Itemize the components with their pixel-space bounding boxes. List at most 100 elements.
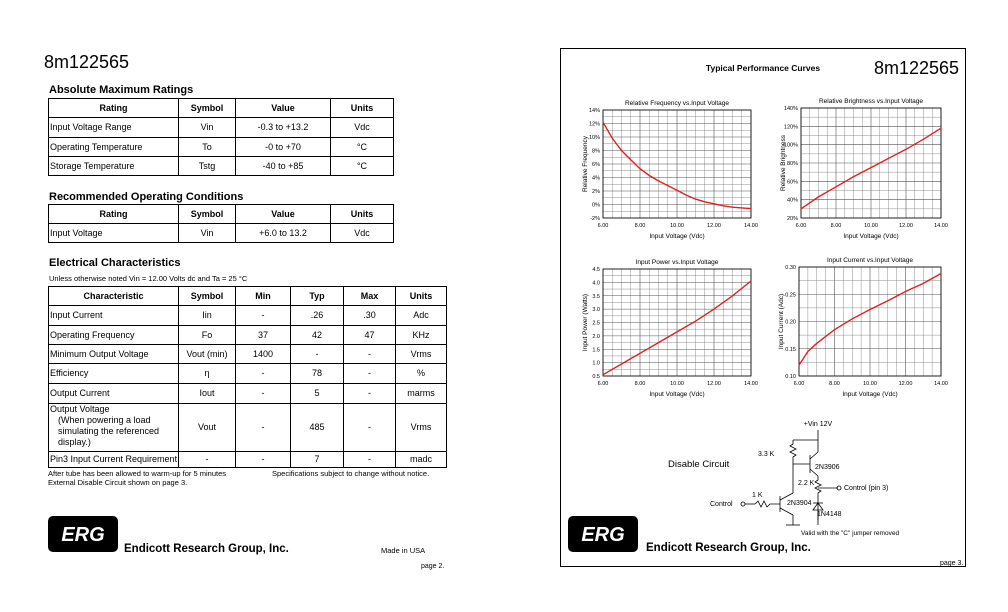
header-cell: Rating <box>49 99 179 118</box>
x-tick-label: 12.00 <box>707 381 721 387</box>
cell: - <box>344 345 396 364</box>
x-tick-label: 10.00 <box>670 381 684 387</box>
cell-line: Output Voltage <box>50 404 110 414</box>
cell: 47 <box>344 326 396 345</box>
x-tick-label: 6.00 <box>794 381 805 387</box>
x-axis-label: Input Voltage (Vdc) <box>649 391 704 398</box>
circuit-note: Valid with the "C" jumper removed <box>801 530 899 537</box>
circuit-label: Control (pin 3) <box>844 485 888 492</box>
note: Unless otherwise noted Vin = 12.00 Volts… <box>49 274 248 283</box>
y-tick-label: 0% <box>592 203 600 209</box>
cell: Pin3 Input Current Requirement <box>49 452 179 468</box>
page-number: page 2. <box>421 563 444 570</box>
logo: ERG <box>581 524 624 546</box>
x-axis-label: Input Voltage (Vdc) <box>649 233 704 240</box>
cell: Fo <box>179 326 236 345</box>
cell: - <box>236 404 291 452</box>
x-tick-label: 8.00 <box>635 381 646 387</box>
chart-title: Relative Brightness vs.Input Voltage <box>819 98 923 105</box>
cell: - <box>236 306 291 326</box>
header-cell: Typ <box>291 287 344 306</box>
circuit-label: 2.2 K <box>798 480 815 487</box>
chart-title: Relative Frequency vs.Input Voltage <box>625 100 729 107</box>
cell: - <box>236 364 291 384</box>
cell: +6.0 to 13.2 <box>236 224 331 243</box>
cell: - <box>344 384 396 404</box>
cell: % <box>396 364 447 384</box>
cell: Input Voltage Range <box>49 118 179 138</box>
y-tick-label: 100% <box>784 143 798 149</box>
y-tick-label: 60% <box>787 179 798 185</box>
page-number: page 3. <box>940 560 963 567</box>
cell: 7 <box>291 452 344 468</box>
y-tick-label: 80% <box>787 161 798 167</box>
cell: 1400 <box>236 345 291 364</box>
x-tick-label: 8.00 <box>829 381 840 387</box>
circuit-label: +Vin 12V <box>804 421 833 428</box>
header-cell: Symbol <box>179 205 236 224</box>
cell: -40 to +85 <box>236 157 331 176</box>
y-tick-label: 10% <box>589 135 600 141</box>
cell: Output Current <box>49 384 179 404</box>
cell: madc <box>396 452 447 468</box>
cell: .30 <box>344 306 396 326</box>
y-tick-label: 0.30 <box>785 265 796 271</box>
circuit <box>740 430 842 526</box>
x-tick-label: 14.00 <box>934 381 948 387</box>
x-tick-label: 6.00 <box>598 381 609 387</box>
x-tick-label: 8.00 <box>831 223 842 229</box>
part-number: 8m122565 <box>44 52 129 72</box>
circuit-label: 2N3904 <box>787 500 812 507</box>
chart-title: Input Power vs.Input Voltage <box>636 259 719 266</box>
header-cell: Value <box>236 205 331 224</box>
company: Endicott Research Group, Inc. <box>646 542 811 554</box>
y-axis-label: Relative Frequency <box>582 135 589 192</box>
cell: - <box>344 404 396 452</box>
header-cell: Min <box>236 287 291 306</box>
x-tick-label: 14.00 <box>744 223 758 229</box>
x-tick-label: 6.00 <box>796 223 807 229</box>
y-tick-label: 4.5 <box>592 267 600 273</box>
table: Characteristic Symbol Min Typ Max Units Input … <box>48 286 447 468</box>
part-number: 8m122565 <box>874 58 959 78</box>
y-tick-label: 2% <box>592 189 600 195</box>
logo-box <box>568 516 638 552</box>
y-tick-label: 4% <box>592 176 600 182</box>
y-axis-label: Input Current (Adc) <box>778 294 785 349</box>
cell: .26 <box>291 306 344 326</box>
y-tick-label: 12% <box>589 122 600 128</box>
header-cell: Symbol <box>179 99 236 118</box>
company: Endicott Research Group, Inc. <box>124 543 289 555</box>
cell-line: simulating the referenced <box>58 426 160 436</box>
x-tick-label: 14.00 <box>744 381 758 387</box>
y-tick-label: 3.5 <box>592 294 600 300</box>
cell: - <box>179 452 236 468</box>
cell: Vin <box>179 118 236 138</box>
cell: Tstg <box>179 157 236 176</box>
y-tick-label: 0.15 <box>785 347 796 353</box>
cell: Operating Frequency <box>49 326 179 345</box>
x-tick-label: 14.00 <box>934 223 948 229</box>
y-tick-label: 3.0 <box>592 307 600 313</box>
cell: -0.3 to +13.2 <box>236 118 331 138</box>
cell: Vdc <box>331 224 394 243</box>
cell: Storage Temperature <box>49 157 179 176</box>
curve <box>800 127 942 210</box>
cell-line: display.) <box>58 437 91 447</box>
logo-box <box>48 516 118 552</box>
y-tick-label: 4.0 <box>592 280 600 286</box>
plot-frame <box>602 109 752 219</box>
cell: marms <box>396 384 447 404</box>
cell: 78 <box>291 364 344 384</box>
x-tick-label: 12.00 <box>899 381 913 387</box>
cell: 485 <box>291 404 344 452</box>
y-tick-label: 8% <box>592 149 600 155</box>
section-title: Electrical Characteristics <box>49 257 180 269</box>
y-tick-label: 0.5 <box>592 374 600 380</box>
y-tick-label: 40% <box>787 198 798 204</box>
y-tick-label: -2% <box>590 216 600 222</box>
x-tick-label: 8.00 <box>635 223 646 229</box>
curve <box>798 272 942 366</box>
